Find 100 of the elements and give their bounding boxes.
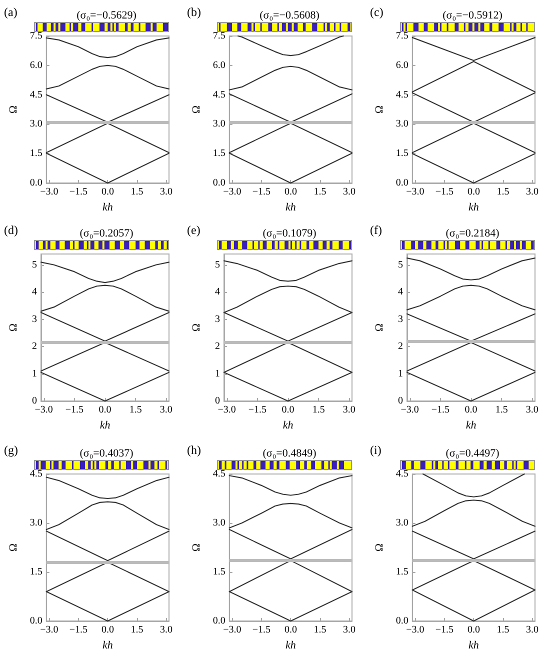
y-tick-label: 1 bbox=[32, 368, 37, 380]
x-axis-title: kh bbox=[102, 201, 114, 214]
x-tick-label: −1.5 bbox=[65, 404, 84, 416]
y-tick-label: 7.5 bbox=[212, 30, 226, 42]
x-tick-label: 1.5 bbox=[130, 186, 144, 198]
y-tick-label: 4.5 bbox=[396, 89, 408, 100]
y-tick-label: 2 bbox=[398, 341, 403, 352]
x-tick-label: 1.5 bbox=[314, 624, 326, 636]
y-tick-label: 1.5 bbox=[396, 148, 408, 160]
y-axis-title: Ω bbox=[8, 543, 20, 552]
y-tick-label: 4.5 bbox=[212, 468, 226, 480]
x-axis-title: kh bbox=[286, 639, 296, 652]
y-tick-label: 5 bbox=[32, 259, 37, 270]
chart-title: (σ₀=0.4037) bbox=[80, 448, 134, 460]
y-tick-label: 0.0 bbox=[396, 178, 408, 188]
y-tick-label: 3 bbox=[398, 314, 403, 325]
x-tick-label: 1.5 bbox=[130, 624, 144, 636]
y-tick-label: 2 bbox=[215, 341, 220, 352]
x-tick-label: −3.0 bbox=[34, 404, 53, 416]
y-tick-label: 1.5 bbox=[30, 148, 42, 160]
y-tick-label: 4 bbox=[215, 286, 220, 298]
x-axis-title: kh bbox=[286, 201, 296, 214]
y-tick-label: 1.5 bbox=[396, 566, 408, 578]
x-tick-label: 3.0 bbox=[160, 404, 172, 416]
chart-title: (σ₀=0.4849) bbox=[262, 448, 317, 460]
x-tick-label: 1.5 bbox=[496, 624, 510, 636]
y-tick-label: 3 bbox=[32, 314, 37, 325]
y-tick-label: 3.0 bbox=[212, 118, 226, 130]
x-tick-label: 0.0 bbox=[282, 404, 294, 416]
y-tick-label: 0.0 bbox=[30, 178, 42, 188]
x-axis-title: kh bbox=[282, 419, 294, 432]
y-tick-label: 0.0 bbox=[396, 616, 408, 626]
y-tick-label: 4 bbox=[398, 286, 403, 298]
x-tick-label: 0.0 bbox=[101, 624, 114, 636]
y-tick-label: 1 bbox=[398, 368, 403, 380]
x-tick-label: −1.5 bbox=[435, 186, 454, 198]
y-axis-title: Ω bbox=[8, 323, 20, 332]
y-axis-title: Ω bbox=[8, 105, 20, 114]
x-tick-label: −3.0 bbox=[406, 624, 424, 636]
y-tick-label: 3.0 bbox=[30, 118, 42, 130]
y-tick-label: 6.0 bbox=[212, 60, 226, 71]
x-axis-title: kh bbox=[466, 419, 477, 432]
y-tick-label: 1.5 bbox=[212, 148, 226, 160]
y-tick-label: 2 bbox=[32, 341, 37, 352]
x-tick-label: −3.0 bbox=[40, 186, 58, 198]
text: (g) bbox=[4, 443, 18, 457]
x-tick-label: 3.0 bbox=[526, 186, 539, 198]
x-tick-label: 3.0 bbox=[160, 624, 173, 636]
y-tick-label: 1 bbox=[215, 368, 220, 380]
x-tick-label: 0.0 bbox=[98, 404, 112, 416]
y-tick-label: 3.0 bbox=[212, 518, 226, 528]
x-tick-label: −1.5 bbox=[435, 624, 454, 636]
x-tick-label: −1.5 bbox=[69, 186, 88, 198]
x-tick-label: −3.0 bbox=[40, 624, 58, 636]
x-axis-title: kh bbox=[100, 419, 111, 432]
x-tick-label: 1.5 bbox=[496, 186, 510, 198]
y-tick-label: 4 bbox=[32, 286, 37, 298]
x-tick-label: 0.0 bbox=[467, 186, 480, 198]
y-axis-title: Ω bbox=[190, 543, 202, 552]
y-tick-label: 0.0 bbox=[30, 616, 42, 626]
text: (e) bbox=[187, 223, 200, 237]
x-tick-label: 3.0 bbox=[342, 404, 356, 416]
text: (a) bbox=[4, 5, 18, 19]
y-tick-label: 4.5 bbox=[30, 468, 42, 480]
x-tick-label: 1.5 bbox=[495, 404, 508, 416]
chart-title: (σ₀=−0.5608) bbox=[260, 10, 320, 22]
chart-title: (σ₀=−0.5912) bbox=[442, 10, 503, 22]
x-tick-label: −1.5 bbox=[252, 186, 270, 198]
x-tick-label: 1.5 bbox=[312, 404, 325, 416]
x-tick-label: −3.0 bbox=[218, 404, 236, 416]
y-tick-label: 3.0 bbox=[30, 518, 42, 528]
y-axis-title: Ω bbox=[374, 323, 386, 332]
y-axis-title: Ω bbox=[190, 105, 202, 114]
y-tick-label: 3.0 bbox=[396, 518, 408, 528]
y-tick-label: 7.5 bbox=[30, 30, 42, 42]
x-tick-label: 0.0 bbox=[284, 624, 297, 636]
x-axis-title: kh bbox=[102, 639, 114, 652]
chart-title: (σ₀=0.4497) bbox=[446, 448, 500, 460]
x-tick-label: 0.0 bbox=[464, 404, 478, 416]
text: (i) bbox=[370, 443, 382, 457]
x-tick-label: −3.0 bbox=[400, 404, 419, 416]
y-tick-label: 3.0 bbox=[396, 118, 408, 130]
text: (h) bbox=[187, 443, 201, 457]
y-tick-label: 0.0 bbox=[212, 616, 226, 626]
y-tick-label: 0 bbox=[398, 396, 403, 406]
chart-title: (σ₀=−0.5629) bbox=[76, 10, 137, 22]
chart-title: (σ₀=0.2057) bbox=[80, 228, 134, 240]
x-tick-label: 0.0 bbox=[284, 186, 297, 198]
y-tick-label: 5 bbox=[398, 259, 403, 270]
y-tick-label: 1.5 bbox=[212, 566, 226, 578]
y-tick-label: 6.0 bbox=[30, 60, 42, 71]
x-tick-label: −3.0 bbox=[406, 186, 424, 198]
x-tick-label: 3.0 bbox=[343, 186, 356, 198]
x-tick-label: 3.0 bbox=[160, 186, 173, 198]
x-tick-label: −1.5 bbox=[252, 624, 270, 636]
x-tick-label: −1.5 bbox=[69, 624, 88, 636]
x-tick-label: −1.5 bbox=[248, 404, 266, 416]
y-axis-title: Ω bbox=[374, 105, 386, 114]
y-tick-label: 3 bbox=[215, 314, 220, 325]
y-tick-label: 0 bbox=[215, 396, 220, 406]
